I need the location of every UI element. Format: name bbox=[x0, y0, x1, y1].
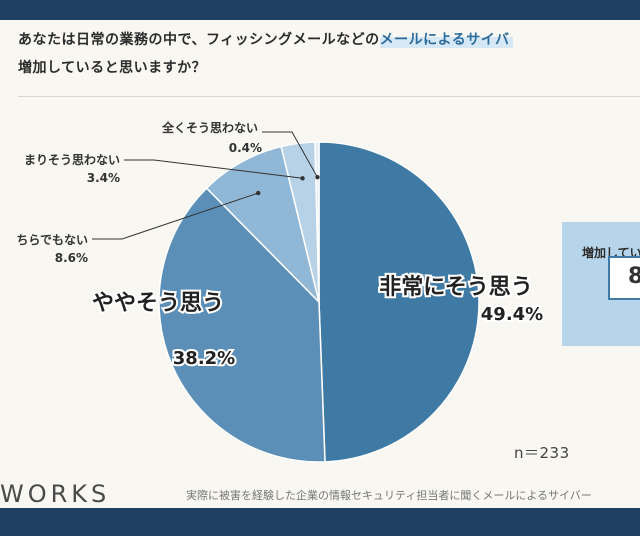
slice-label: 全くそう思わない bbox=[161, 120, 258, 135]
slice-value-label: 38.2% bbox=[173, 348, 235, 369]
brand-logo: WORKS bbox=[0, 480, 111, 508]
slice-value-label: 8.6% bbox=[55, 251, 88, 265]
question-highlight: メールによるサイバ bbox=[379, 32, 514, 48]
question-line-2: 増加していると思いますか？ bbox=[18, 60, 207, 76]
question-line-1-text: あなたは日常の業務の中で、フィッシングメールなどの bbox=[18, 32, 380, 48]
leader-line bbox=[262, 131, 318, 178]
summary-card-box: 8 bbox=[608, 256, 640, 300]
pie-slice bbox=[158, 187, 326, 463]
sample-size: n＝233 bbox=[514, 444, 570, 462]
title-divider bbox=[18, 96, 640, 97]
slice-value-label: 0.4% bbox=[229, 141, 262, 155]
summary-card-value: 8 bbox=[628, 264, 640, 289]
leader-line bbox=[92, 192, 259, 240]
pie-slice bbox=[205, 145, 321, 305]
question-line-1: あなたは日常の業務の中で、フィッシングメールなどのメールによるサイバ bbox=[18, 29, 514, 49]
slice-value-label: 3.4% bbox=[87, 171, 120, 185]
leader-line bbox=[124, 159, 303, 179]
source-caption: 実際に被害を経験した企業の情報セキュリティ担当者に聞くメールによるサイバー bbox=[186, 489, 592, 502]
leader-dot bbox=[255, 190, 261, 196]
pie-slice bbox=[314, 141, 320, 303]
slice-label: 非常にそう思う bbox=[379, 274, 533, 300]
slice-label: まりそう思わない bbox=[24, 153, 120, 167]
bottom-frame-bar bbox=[0, 508, 640, 536]
top-frame-bar bbox=[0, 0, 640, 20]
leader-dot bbox=[300, 176, 305, 181]
leader-dot bbox=[315, 175, 320, 180]
slice-value-label: 49.4% bbox=[481, 304, 543, 325]
slice-label: ちらでもない bbox=[16, 233, 88, 247]
pie-slice bbox=[318, 141, 480, 463]
slice-label: ややそう思う bbox=[92, 291, 224, 316]
summary-card: 増加してい 8 bbox=[562, 222, 640, 346]
